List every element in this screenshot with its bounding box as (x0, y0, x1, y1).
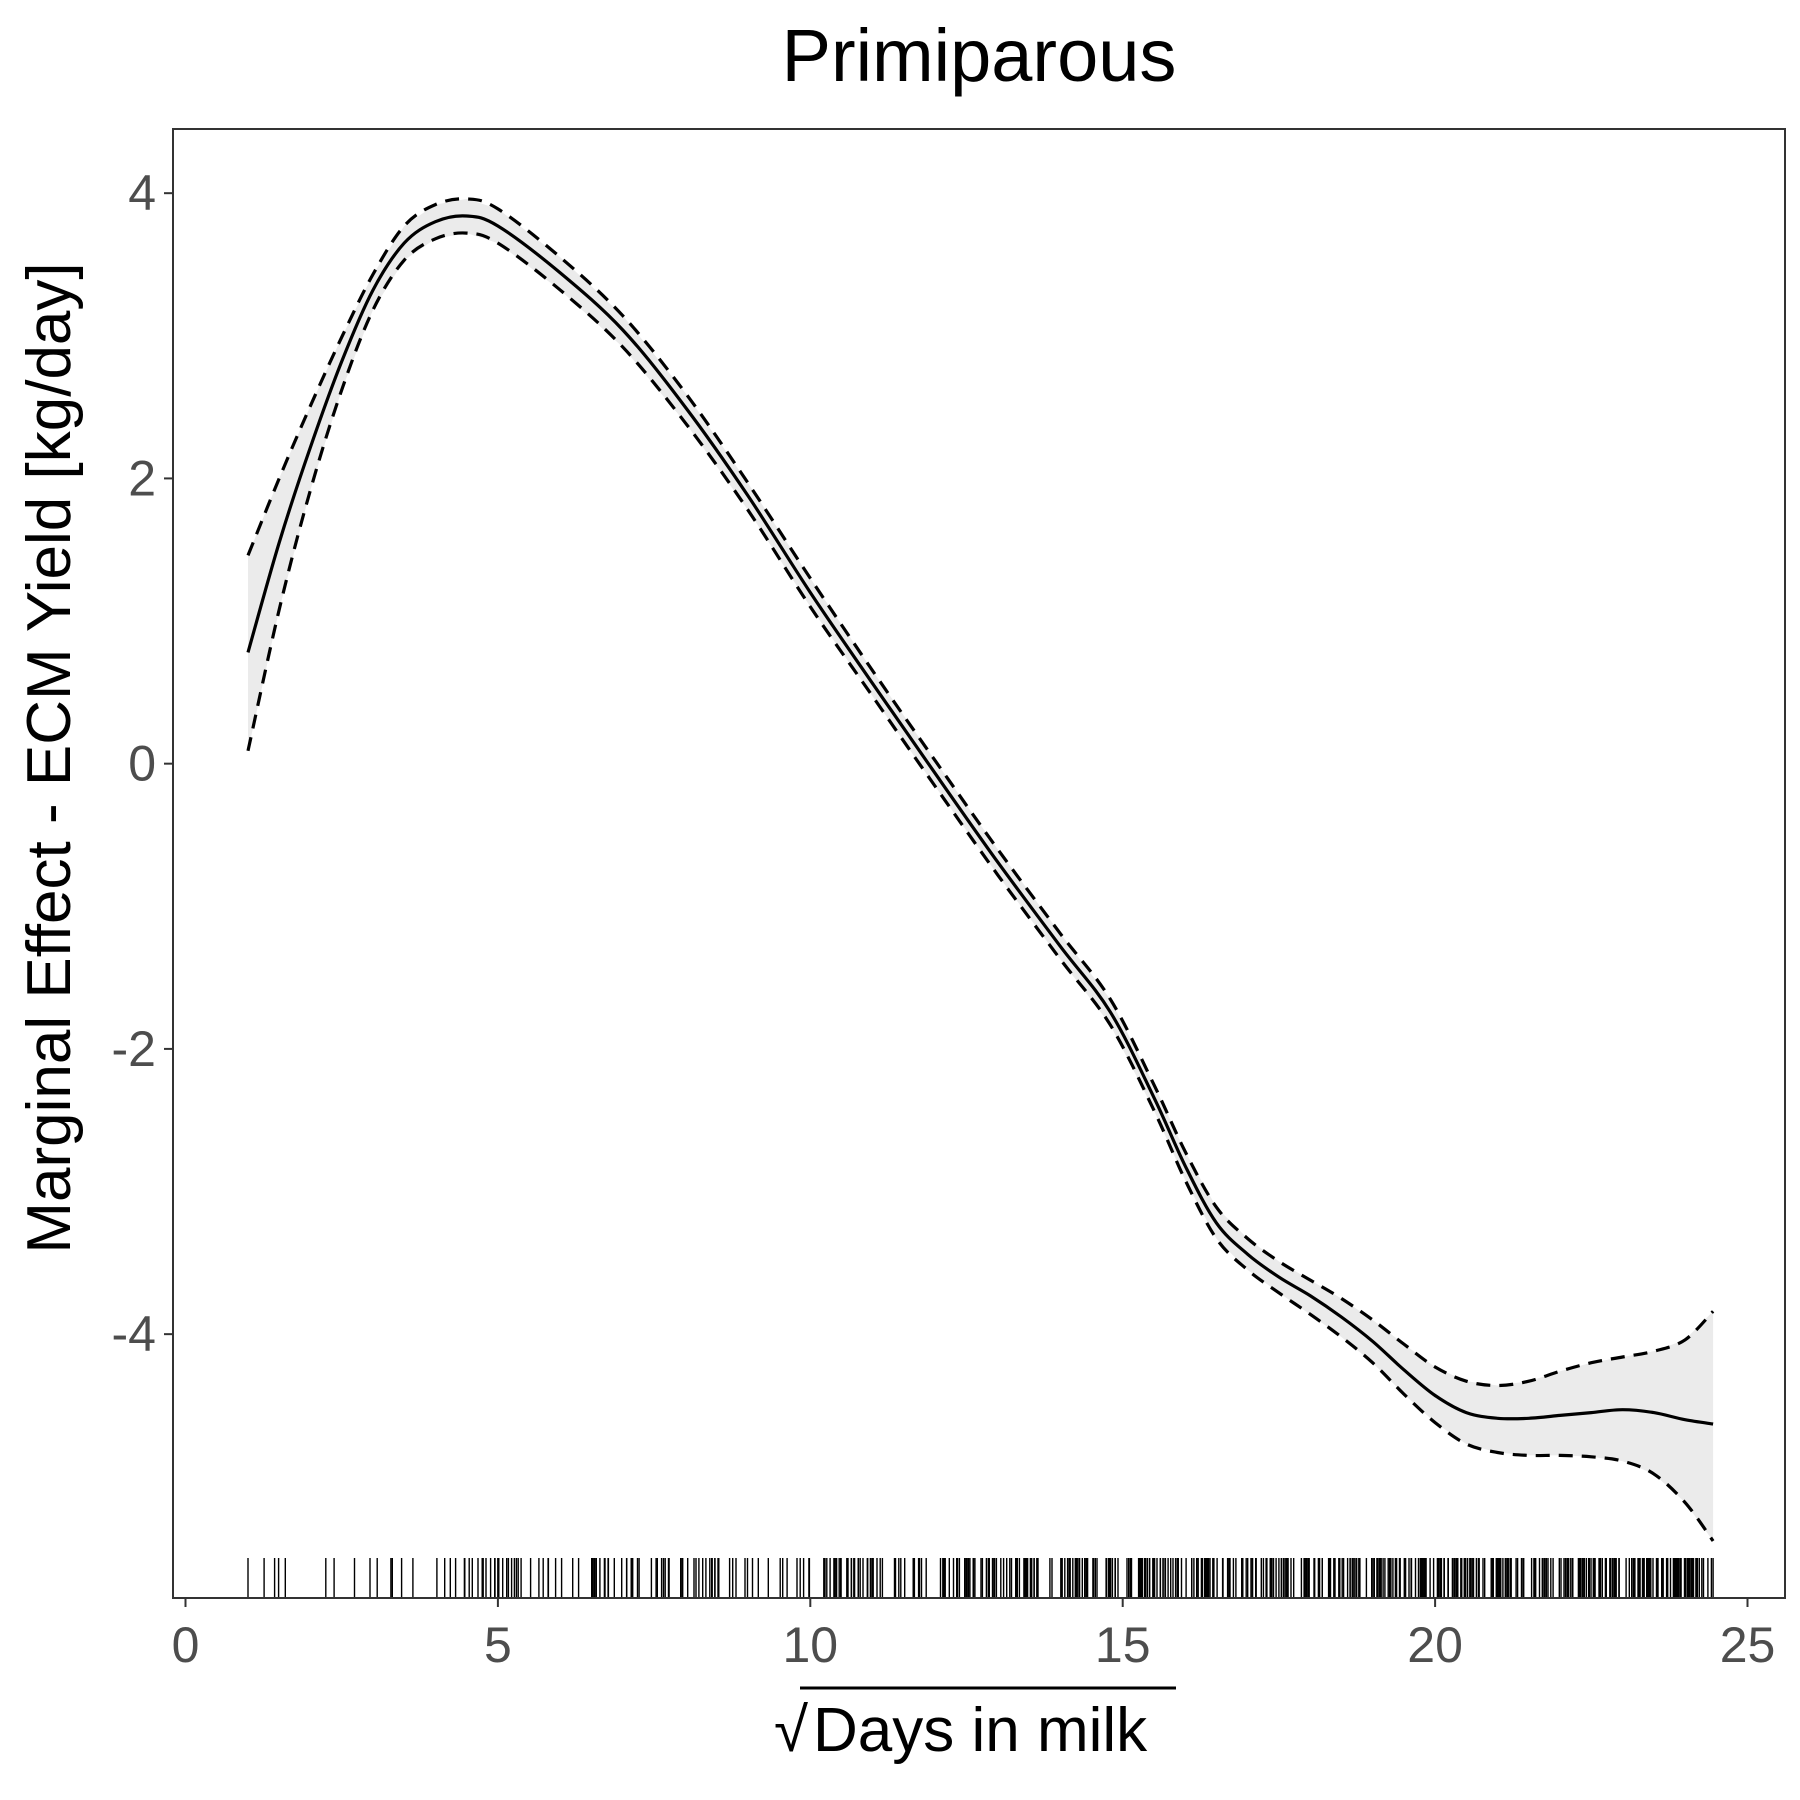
x-tick-label: 0 (172, 1617, 200, 1673)
chart-title: Primiparous (782, 14, 1177, 97)
x-tick-label: 5 (484, 1617, 512, 1673)
x-tick-label: 15 (1095, 1617, 1151, 1673)
plot-panel (172, 128, 1786, 1599)
x-axis-label: Days in milk (813, 1696, 1148, 1765)
x-tick-label: 10 (782, 1617, 838, 1673)
y-tick-label: 2 (128, 450, 156, 506)
y-tick-label: -4 (112, 1306, 156, 1362)
y-axis-label: Marginal Effect - ECM Yield [kg/day] (15, 262, 84, 1253)
x-axis-sqrt-symbol: √ (774, 1696, 808, 1765)
fitted-line (246, 214, 1714, 1426)
y-axis-label-group: Marginal Effect - ECM Yield [kg/day] (15, 262, 84, 1253)
lower-confidence-line (246, 231, 1715, 1542)
x-tick-label: 20 (1407, 1617, 1463, 1673)
y-tick-label: 4 (128, 165, 156, 221)
rug-marks (247, 1558, 1714, 1598)
y-tick-label: 0 (128, 736, 156, 792)
x-axis-label-group: √ Days in milk (774, 1686, 1176, 1765)
y-axis-ticks: -4 -2 0 2 4 (112, 165, 173, 1362)
confidence-band (248, 198, 1714, 1541)
x-tick-label: 25 (1720, 1617, 1776, 1673)
y-tick-label: -2 (112, 1021, 156, 1077)
x-axis-ticks: 0 5 10 15 20 25 (172, 1598, 1776, 1673)
upper-confidence-line (246, 197, 1715, 1388)
panel-border (172, 128, 1786, 1599)
